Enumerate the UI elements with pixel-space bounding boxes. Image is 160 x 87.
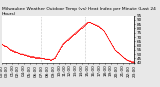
Text: Milwaukee Weather Outdoor Temp (vs) Heat Index per Minute (Last 24 Hours): Milwaukee Weather Outdoor Temp (vs) Heat… xyxy=(2,7,156,16)
